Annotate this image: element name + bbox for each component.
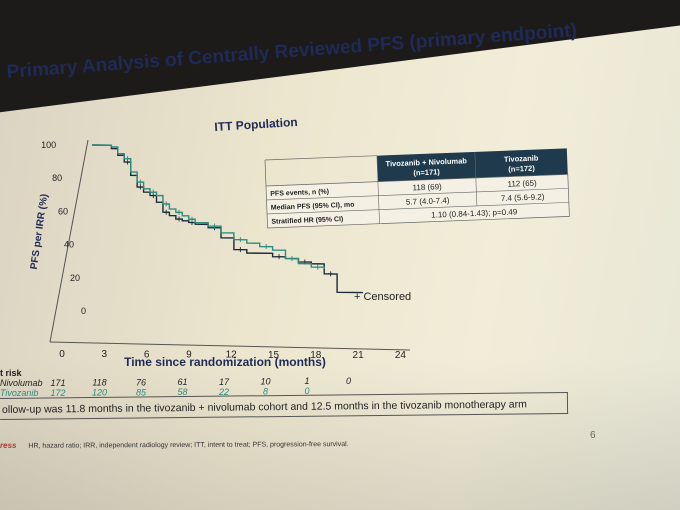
risk-count: 76 [136,377,146,387]
table-header-label: Tivozanib [504,153,539,163]
chart-axes: 0 20 40 60 80 100 PFS per IRR (%) 0 3 6 9 12 15 18 21 2… [29,139,411,369]
x-tick-label: 0 [59,349,65,360]
censor-mark [150,189,156,195]
censor-mark [289,255,295,261]
table-top-line [264,155,377,161]
risk-count: 120 [92,388,107,398]
km-curve-1 [91,144,325,269]
table-body [265,174,570,229]
x-axis-label: Time since randomization (months) [124,355,326,369]
table-row-line [266,188,569,201]
table-cell: 112 (65) [507,179,537,189]
table-row-label: Median PFS (95% CI), mo [271,202,355,212]
risk-count: 172 [50,388,65,398]
y-tick-label: 0 [81,306,86,316]
x-tick-label: 21 [353,350,365,361]
table-row-line [267,202,569,215]
results-table: Tivozanib + Nivolumab(n=171) Tivozanib(n=… [264,148,570,229]
censor-mark [263,244,269,250]
censor-mark [137,179,143,185]
table-row-label: Stratified HR (95% CI) [271,216,343,226]
table-header-n: (n=172) [508,164,535,174]
censor-mark [276,254,282,260]
censor-mark [237,247,243,253]
risk-count: 17 [219,377,230,387]
risk-count: 8 [263,387,268,397]
risk-count: 0 [304,386,309,396]
risk-heading: t risk [0,368,23,378]
x-tick-label: 3 [102,349,108,360]
table-cell: 1.10 (0.84-1.43); p=0.49 [431,207,518,219]
table-header-bg [376,148,568,182]
censor-mark [237,237,243,243]
table-cell: 7.4 (5.6-9.2) [501,192,545,203]
x-tick-label: 24 [395,350,407,361]
table-cell: 5.7 (4.0-7.4) [406,196,450,207]
censor-mark [124,156,130,162]
y-tick-label: 100 [41,140,56,150]
x-axis-line [49,341,411,351]
censor-mark [137,184,143,190]
risk-count: 118 [92,378,106,388]
y-tick-label: 20 [70,273,80,283]
censor-mark [189,216,195,222]
censored-legend: + Censored [354,291,411,303]
risk-count: 10 [260,377,270,387]
page-number: 6 [590,430,596,441]
risk-count: 171 [50,378,65,388]
footer-brand: ress [0,440,17,450]
x-tick-label: 18 [310,350,322,361]
y-axis-line [49,139,89,343]
risk-count: 85 [136,387,147,397]
risk-arm-name: Nivolumab [0,378,43,388]
risk-count: 61 [177,377,187,387]
table-row-label: PFS events, n (%) [270,189,329,198]
table-col-line [474,151,478,206]
results-table-group: Tivozanib + Nivolumab(n=171) Tivozanib(n=… [264,148,570,229]
table-cell: 118 (69) [412,182,442,192]
chart-curves [91,144,363,294]
x-tick-label: 12 [226,350,238,361]
censor-mark [176,209,182,215]
y-tick-label: 40 [64,240,74,250]
censor-mark [163,201,169,207]
risk-count: 0 [346,376,351,386]
x-tick-label: 9 [186,349,192,360]
table-left-line [264,159,267,186]
x-tick-label: 15 [268,350,280,361]
y-tick-label: 80 [52,173,62,183]
censor-mark [176,216,182,222]
risk-count: 22 [218,387,229,397]
censor-mark [212,223,218,229]
x-tick-label: 6 [144,349,150,360]
table-col-line [376,155,380,224]
risk-arm-name: Tivozanib [0,388,38,398]
censor-mark [315,264,321,270]
censor-mark [328,271,334,277]
table-header-n: (n=171) [413,167,440,177]
risk-count: 58 [177,387,187,397]
footer: ress HR, hazard ratio; IRR, independent … [0,439,349,450]
table-header-label: Tivozanib + Nivolumab [385,156,467,168]
y-tick-label: 60 [58,206,68,216]
y-axis-label: PFS per IRR (%) [29,193,50,270]
risk-count: 1 [304,376,309,386]
censor-mark [163,209,169,215]
